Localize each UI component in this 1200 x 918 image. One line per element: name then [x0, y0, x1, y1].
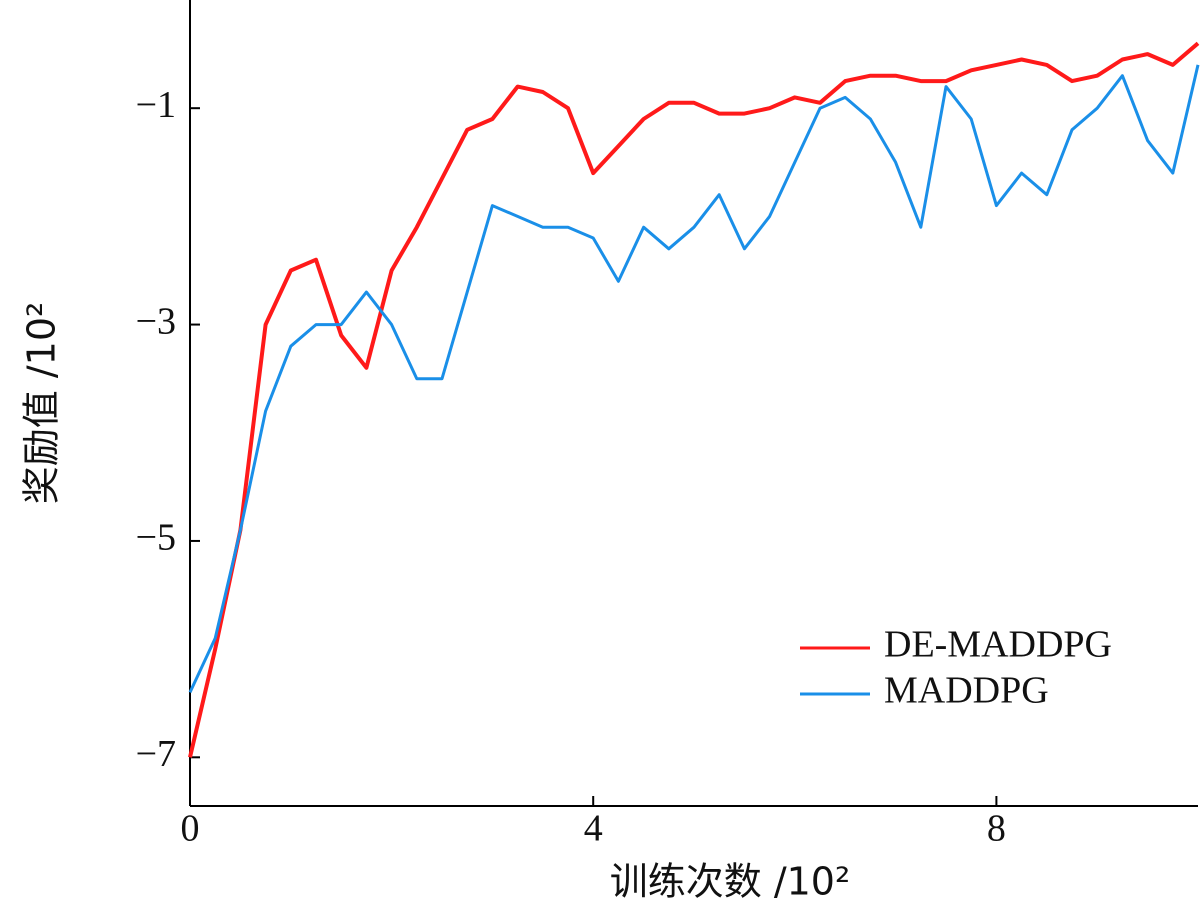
y-tick-label: −3 [136, 300, 176, 342]
x-tick-label: 8 [987, 808, 1006, 850]
y-tick-label: −7 [136, 733, 176, 775]
y-tick-label: −5 [136, 517, 176, 559]
y-axis-label: 奖励值 /10² [20, 302, 64, 504]
x-tick-label: 4 [584, 808, 603, 850]
legend-label: MADDPG [884, 670, 1049, 712]
y-tick-label: −1 [136, 84, 176, 126]
series-line [188, 64, 1200, 694]
legend-label: DE-MADDPG [884, 624, 1112, 666]
x-tick-label: 0 [181, 808, 200, 850]
x-axis-label: 训练次数 /10² [610, 860, 850, 904]
series-line [188, 41, 1200, 758]
